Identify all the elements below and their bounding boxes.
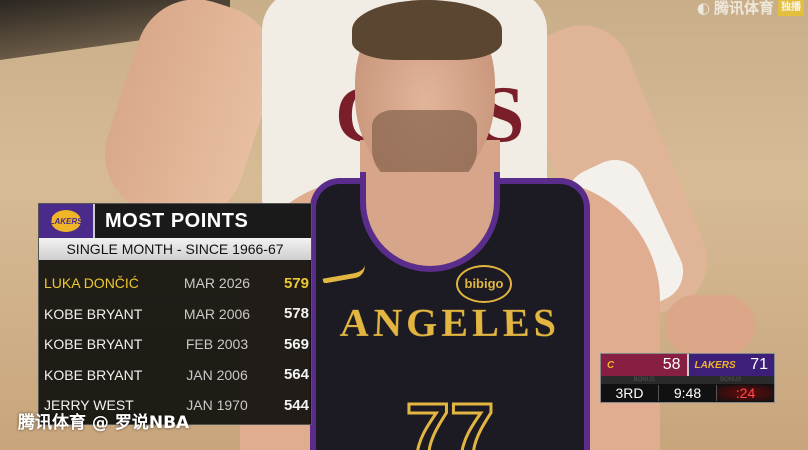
home-score: 58 <box>662 356 681 373</box>
record-date: MAR 2006 <box>183 305 251 322</box>
defender-hand <box>665 295 755 355</box>
record-points: 544 <box>283 396 309 414</box>
top-watermark: ◐ 腾讯体育 独播 <box>697 0 804 16</box>
scorebug: C 58 LAKERS 71 BONUS BONUS 3RD 9:48 :24 <box>600 353 775 403</box>
watermark-tag: 独播 <box>778 0 804 16</box>
away-bonus: BONUS <box>720 377 742 383</box>
record-row: KOBE BRYANT FEB 2003 569 <box>39 329 311 360</box>
bonus-bar: BONUS BONUS <box>601 376 774 384</box>
lakers-logo-icon: LAKERS <box>694 359 736 371</box>
record-points: 578 <box>283 305 309 323</box>
card-header: LAKERS MOST POINTS <box>39 204 311 238</box>
record-row: KOBE BRYANT JAN 2006 564 <box>39 360 311 391</box>
shot-clock: :24 <box>717 385 774 401</box>
record-list: LUKA DONČIĆ MAR 2026 579 KOBE BRYANT MAR 20… <box>39 260 311 421</box>
player-hair <box>352 0 502 60</box>
home-team: C 58 <box>601 354 689 376</box>
player-name: JERRY WEST <box>44 397 134 414</box>
record-date: MAR 2026 <box>183 275 251 292</box>
jersey-number: 77 <box>404 386 496 450</box>
cavaliers-logo-icon: C <box>607 359 615 371</box>
player-name: KOBE BRYANT <box>44 305 143 322</box>
jersey-city: ANGELES <box>338 300 561 345</box>
record-row: LUKA DONČIĆ MAR 2026 579 <box>39 268 311 299</box>
stats-card: LAKERS MOST POINTS SINGLE MONTH - SINCE … <box>38 203 312 425</box>
bottom-watermark: 腾讯体育 @ 罗说NBA <box>18 413 190 433</box>
record-date: JAN 1970 <box>186 397 248 414</box>
record-row: KOBE BRYANT MAR 2006 578 <box>39 299 311 330</box>
record-points: 564 <box>283 366 309 384</box>
record-points: 569 <box>283 335 309 353</box>
lakers-logo-icon: LAKERS <box>50 210 82 232</box>
player-name: LUKA DONČIĆ <box>44 275 139 292</box>
away-score: 71 <box>750 356 768 373</box>
record-points: 579 <box>283 274 309 292</box>
card-title: MOST POINTS <box>105 210 249 232</box>
player-name: KOBE BRYANT <box>44 336 143 353</box>
tencent-logo-icon: ◐ <box>696 0 710 17</box>
record-date: JAN 2006 <box>186 366 248 383</box>
record-row: JERRY WEST JAN 1970 544 <box>39 390 311 421</box>
record-date: FEB 2003 <box>185 336 249 353</box>
player-name: KOBE BRYANT <box>44 366 143 383</box>
period: 3RD <box>601 385 659 401</box>
home-bonus: BONUS <box>633 377 655 383</box>
lakers-logo: LAKERS <box>39 204 95 238</box>
away-team: LAKERS 71 <box>688 354 774 376</box>
watermark-text: 腾讯体育 <box>713 0 774 17</box>
sponsor-patch: bibigo <box>456 265 512 303</box>
game-clock: 9:48 <box>659 385 717 401</box>
card-subtitle: SINGLE MONTH - SINCE 1966-67 <box>39 238 311 260</box>
